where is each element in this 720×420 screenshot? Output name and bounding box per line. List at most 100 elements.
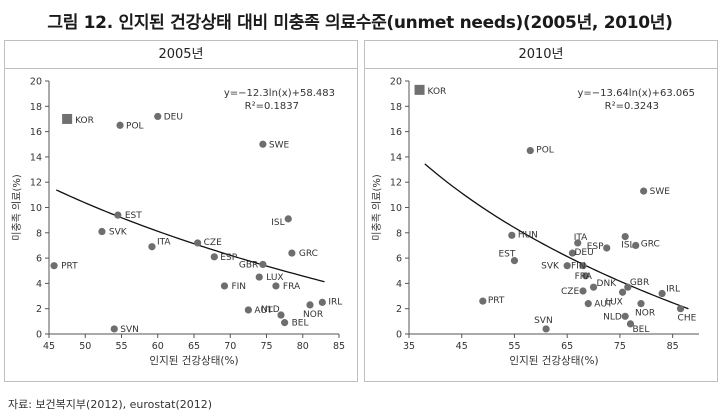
point-label-cze: CZE [204, 238, 222, 248]
x-tick-label: 70 [224, 341, 236, 352]
y-tick-label: 10 [390, 203, 402, 214]
point-label-deu: DEU [164, 112, 183, 122]
x-tick-label: 55 [508, 341, 520, 352]
point-svk [563, 262, 571, 270]
y-tick-label: 18 [30, 102, 42, 113]
point-est [510, 257, 519, 265]
point-label-aut: AUT [254, 306, 273, 316]
point-label-bel: BEL [632, 325, 649, 335]
x-tick-label: 35 [403, 341, 415, 352]
point-label-esp: ESP [587, 242, 604, 252]
point-label-pol: POL [126, 121, 144, 131]
point-dnk [589, 283, 598, 291]
point-label-ita: ITA [157, 238, 171, 248]
point-svk [98, 227, 106, 236]
point-bel [281, 319, 289, 327]
point-grc [288, 249, 296, 257]
x-tick-label: 55 [115, 341, 127, 352]
point-label-kor: KOR [428, 87, 447, 97]
point-fra [582, 272, 590, 280]
point-ita [148, 243, 156, 251]
point-fin [220, 282, 229, 290]
x-tick-label: 50 [79, 341, 91, 352]
point-label-deu: DEU [574, 248, 593, 258]
x-axis-title: 인지된 건강상태(%) [149, 355, 238, 367]
point-label-fra: FRA [575, 272, 593, 282]
point-che [676, 305, 685, 313]
x-axis-title: 인지된 건강상태(%) [509, 355, 598, 367]
point-hun [508, 231, 516, 239]
point-ita [574, 239, 582, 247]
scatter-chart-2005: 0 2 4 6 8 10 12 14 16 18 20 45 50 55 60 65 70 75 80 85 인지된 건… [11, 77, 345, 368]
source-note: 자료: 보건복지부(2012), eurostat(2012) [8, 398, 213, 411]
y-tick-label: 0 [36, 330, 42, 341]
y-tick-label: 4 [396, 279, 402, 290]
point-fra [272, 282, 280, 290]
chart-panel-2010: 2010년 0 2 4 6 8 10 12 14 16 18 20 35 45 55 65 75 85 인지된 건… [364, 40, 718, 382]
x-tick-label: 75 [614, 341, 626, 352]
y-tick-label: 12 [390, 178, 402, 189]
point-label-nor: NOR [303, 310, 323, 320]
point-isl [284, 215, 292, 223]
point-label-aut: AUT [594, 300, 613, 310]
y-axis-title: 미충족 의료(%) [11, 174, 23, 241]
point-label-fra: FRA [283, 282, 301, 292]
point-nor [637, 300, 645, 308]
panel-title: 2010년 [365, 41, 717, 69]
point-pol [116, 121, 124, 129]
trend-line [55, 189, 325, 283]
chart-panel-2005: 2005년 0 2 4 6 8 10 12 14 16 18 20 45 50 55 60 65 70 75 80 8… [4, 40, 358, 382]
point-kor [62, 113, 73, 124]
point-bel [626, 320, 635, 328]
point-swe [259, 140, 267, 148]
point-deu [568, 249, 577, 257]
x-tick-label: 75 [260, 341, 272, 352]
y-tick-label: 2 [36, 304, 42, 315]
point-label-nor: NOR [635, 309, 655, 319]
y-tick-label: 2 [396, 304, 402, 315]
point-label-est: EST [498, 250, 515, 260]
point-nor [306, 301, 314, 309]
point-label-fin: FIN [571, 262, 586, 272]
y-tick-label: 16 [30, 127, 42, 138]
y-tick-label: 20 [390, 77, 402, 88]
point-label-ita: ITA [574, 233, 588, 243]
point-irl [318, 298, 326, 306]
point-label-swe: SWE [269, 140, 290, 150]
y-tick-label: 18 [390, 102, 402, 113]
point-label-gbr: GBR [239, 260, 258, 270]
point-grc [632, 241, 640, 250]
point-deu [154, 112, 162, 121]
point-svn [542, 325, 550, 333]
point-label-grc: GRC [299, 249, 318, 259]
point-isl [621, 232, 629, 241]
point-svn [110, 325, 118, 333]
y-axis-title: 미충족 의료(%) [371, 174, 383, 241]
point-label-lux: LUX [606, 297, 623, 307]
y-tick-label: 14 [390, 152, 402, 163]
point-lux [618, 288, 627, 296]
point-label-irl: IRL [328, 297, 342, 307]
point-label-gbr: GBR [630, 278, 649, 288]
point-label-isl: ISL [271, 218, 284, 228]
y-tick-label: 12 [30, 178, 42, 189]
point-label-svk: SVK [541, 262, 560, 272]
point-est [114, 211, 122, 219]
point-cze [194, 239, 202, 247]
point-fin [579, 262, 587, 270]
y-tick-label: 6 [396, 254, 402, 265]
point-prt [50, 262, 58, 270]
point-nld [277, 311, 285, 319]
point-cze [579, 287, 587, 295]
point-irl [658, 289, 666, 298]
y-tick-label: 4 [36, 279, 42, 290]
point-label-esp: ESP [220, 253, 237, 263]
point-label-pol: POL [536, 146, 554, 156]
point-label-svk: SVK [109, 228, 128, 238]
point-lux [255, 273, 263, 281]
point-label-est: EST [125, 211, 142, 221]
y-tick-label: 16 [390, 127, 402, 138]
scatter-chart-2010: 0 2 4 6 8 10 12 14 16 18 20 35 45 55 65 75 85 인지된 건강상태(%)… [371, 77, 699, 367]
point-aut [584, 300, 592, 308]
point-nld [621, 312, 629, 320]
